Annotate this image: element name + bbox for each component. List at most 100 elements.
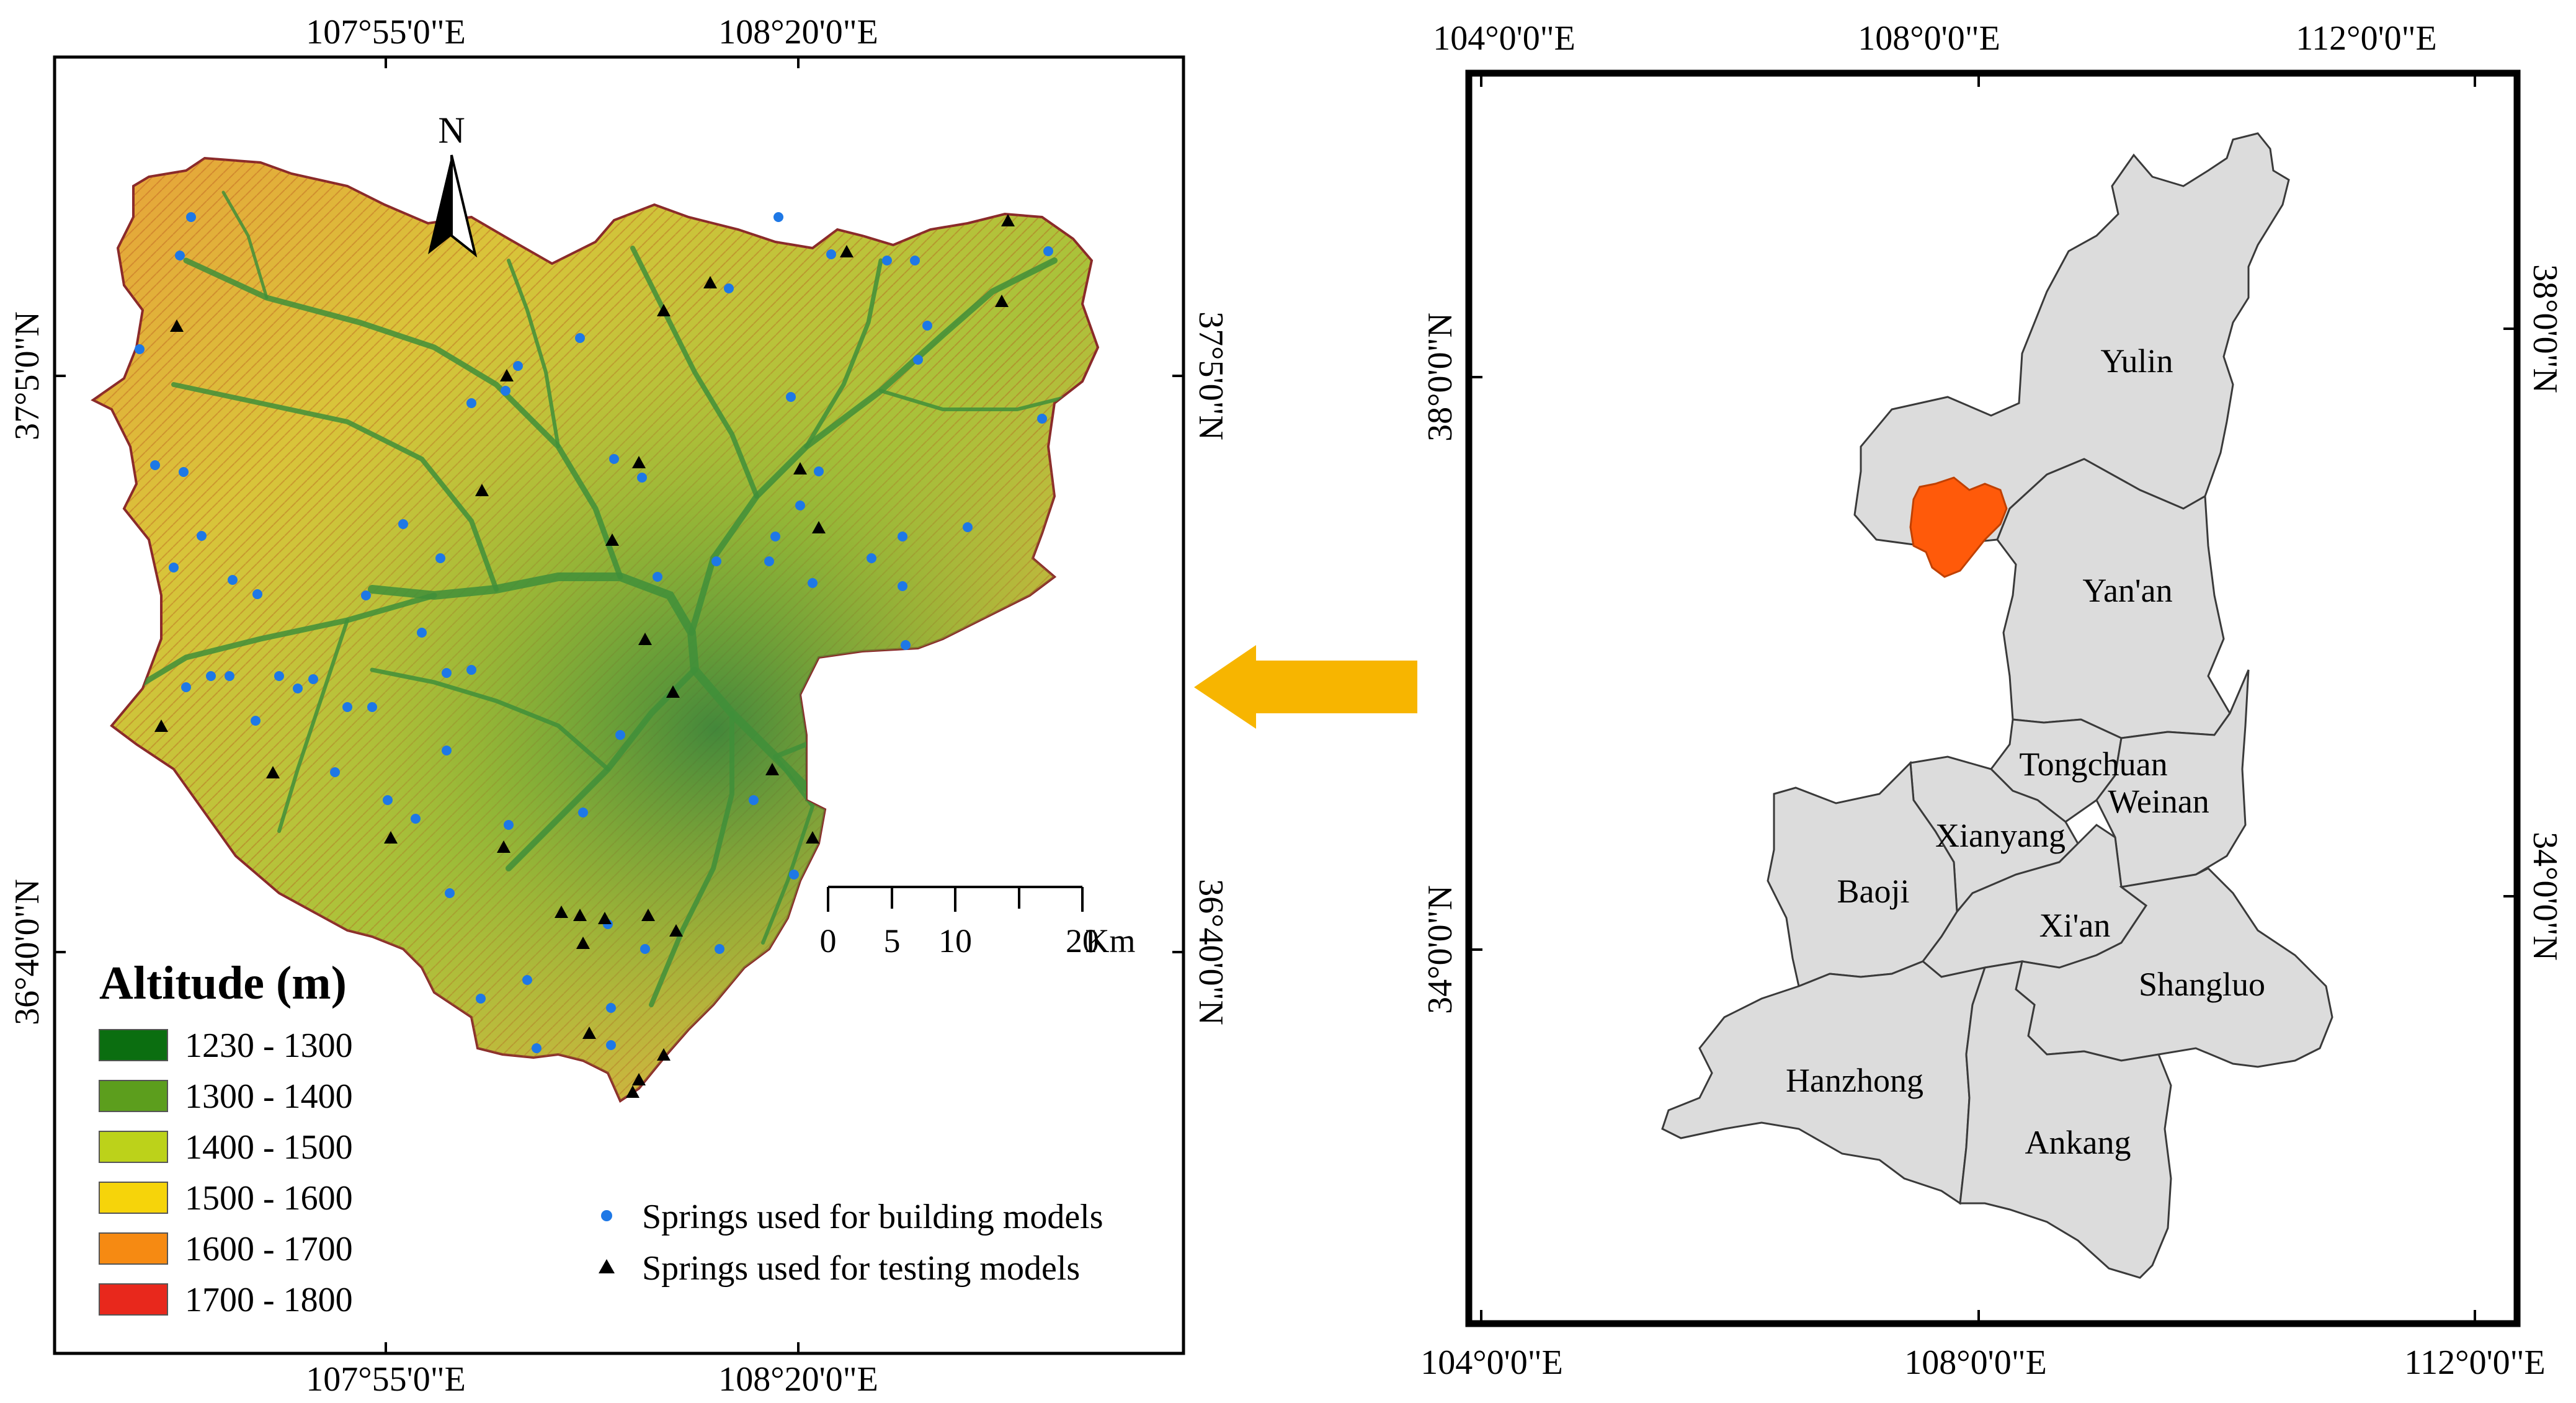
spring-point xyxy=(808,578,818,588)
spring-point xyxy=(150,460,160,470)
spring-point xyxy=(867,553,876,563)
spring-point xyxy=(764,556,774,566)
spring-point xyxy=(361,590,371,600)
spring-point xyxy=(555,906,568,918)
spring-point xyxy=(501,386,510,396)
spring-point xyxy=(170,319,184,332)
scale-tick-5: 5 xyxy=(884,922,901,960)
left-left-coord-2: 36°40'0"N xyxy=(8,879,47,1025)
spring-point xyxy=(578,808,588,817)
spring-point xyxy=(773,212,783,222)
spring-point xyxy=(466,665,476,675)
spring-point xyxy=(179,467,189,477)
region-shangluo xyxy=(2015,867,2333,1068)
testing-springs xyxy=(154,214,1015,1098)
spring-point xyxy=(504,820,514,830)
right-left-coord-1: 38°0'0"N xyxy=(1421,313,1460,442)
spring-point xyxy=(342,702,352,712)
direction-arrow xyxy=(1194,645,1417,729)
spring-point xyxy=(715,944,724,954)
region-label-weinan: Weinan xyxy=(2108,783,2209,820)
spring-point xyxy=(711,556,721,566)
region-label-baoji: Baoji xyxy=(1837,873,1910,910)
spring-point xyxy=(384,831,398,844)
scale-unit: Km xyxy=(1085,922,1136,960)
study-area-highlight xyxy=(1909,476,2008,578)
spring-point xyxy=(901,640,911,650)
region-label-xian: Xi'an xyxy=(2039,907,2111,944)
spring-point xyxy=(995,295,1009,307)
spring-point xyxy=(398,519,408,529)
spring-point xyxy=(1001,214,1015,226)
spring-point xyxy=(840,245,853,257)
spring-point xyxy=(228,575,238,585)
right-right-coord-1: 38°0'0"N xyxy=(2526,264,2564,393)
spring-point xyxy=(795,501,805,510)
spring-point xyxy=(206,671,216,681)
spring-point xyxy=(435,553,445,563)
legend-title: Altitude (m) xyxy=(99,957,347,1009)
legend-label: 1600 - 1700 xyxy=(185,1230,353,1268)
legend-label: 1500 - 1600 xyxy=(185,1179,353,1218)
spring-point xyxy=(367,702,377,712)
legend-swatch xyxy=(99,1232,168,1265)
spring-point xyxy=(609,454,619,464)
spring-point xyxy=(913,355,923,365)
legend-label: 1230 - 1300 xyxy=(185,1027,353,1065)
spring-point xyxy=(475,484,489,496)
spring-point xyxy=(442,668,452,678)
scale-tick-10: 10 xyxy=(938,922,972,960)
left-top-coord-2: 108°20'0"E xyxy=(718,13,878,51)
right-right-coord-2: 34°0'0"N xyxy=(2526,832,2564,961)
spring-point xyxy=(466,398,476,408)
spring-point xyxy=(411,814,421,824)
right-bottom-coord-1: 104°0'0"E xyxy=(1420,1343,1563,1382)
spring-point xyxy=(626,1085,640,1098)
north-arrow: N xyxy=(428,110,478,258)
legend-label: 1300 - 1400 xyxy=(185,1077,353,1116)
spring-point xyxy=(770,532,780,541)
testing-springs-symbol xyxy=(599,1259,615,1273)
left-right-coord-1: 37°5'0"N xyxy=(1192,311,1230,440)
spring-point xyxy=(641,909,655,921)
spring-point xyxy=(266,766,280,778)
spring-point xyxy=(225,671,234,681)
region-ankang xyxy=(1959,960,2172,1279)
spring-point xyxy=(786,392,796,402)
spring-point xyxy=(724,283,734,293)
spring-point xyxy=(308,674,318,684)
spring-point xyxy=(582,1027,596,1039)
spring-point xyxy=(522,975,532,985)
altitude-legend: Altitude (m) 1230 - 1300 1300 - 1400 1400 … xyxy=(99,957,353,1319)
spring-point xyxy=(1037,414,1047,424)
spring-point xyxy=(154,719,168,732)
spring-point xyxy=(513,361,523,371)
spring-point xyxy=(476,994,486,1004)
region-weinan xyxy=(2095,669,2250,888)
building-springs-label: Springs used for building models xyxy=(642,1198,1103,1236)
spring-point xyxy=(653,572,662,582)
spring-point xyxy=(606,1003,616,1013)
spring-point xyxy=(638,633,652,645)
region-label-yulin: Yulin xyxy=(2100,342,2173,380)
spring-point xyxy=(963,522,973,532)
right-top-coord-1: 104°0'0"E xyxy=(1433,19,1575,58)
spring-point xyxy=(598,912,612,924)
spring-point xyxy=(814,466,824,476)
spring-point xyxy=(922,321,932,331)
scale-tick-20: 20 xyxy=(1066,922,1099,960)
testing-springs-label: Springs used for testing models xyxy=(642,1249,1080,1288)
legend-swatch xyxy=(99,1080,168,1112)
legend-label: 1700 - 1800 xyxy=(185,1281,353,1319)
spring-point xyxy=(181,682,191,692)
right-top-coord-2: 108°0'0"E xyxy=(1858,19,2000,58)
spring-point xyxy=(637,473,647,483)
region-label-xianyang: Xianyang xyxy=(1935,817,2066,854)
left-bottom-coord-2: 108°20'0"E xyxy=(718,1360,878,1399)
spring-point xyxy=(532,1043,541,1053)
scale-bar: 0 5 10 20 Km xyxy=(820,886,1136,960)
spring-point xyxy=(606,1040,616,1050)
spring-point xyxy=(640,944,650,954)
left-left-coord-1: 37°5'0"N xyxy=(8,311,47,440)
